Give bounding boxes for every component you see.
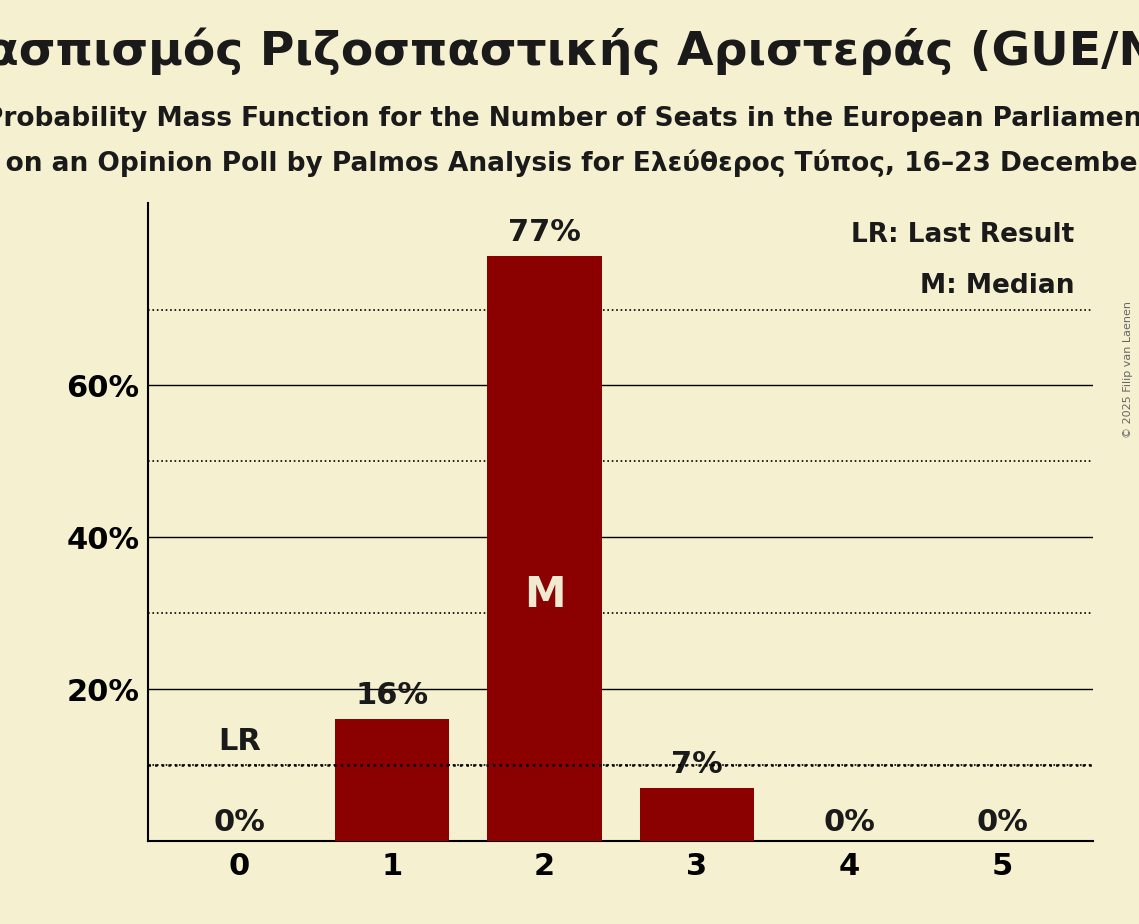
Text: 0%: 0% [976,808,1027,837]
Bar [640,787,754,841]
Text: Probability Mass Function for the Number of Seats in the European Parliament: Probability Mass Function for the Number… [0,106,1139,132]
Text: LR: Last Result: LR: Last Result [851,223,1074,249]
Text: Συνασπισμός Ριζοσπαστικής Αριστεράς (GUE/NGL): Συνασπισμός Ριζοσπαστικής Αριστεράς (GUE… [0,28,1139,75]
Text: © 2025 Filip van Laenen: © 2025 Filip van Laenen [1123,301,1133,438]
Text: 77%: 77% [508,218,581,248]
Text: 16%: 16% [355,681,428,711]
Text: M: Median: M: Median [920,274,1074,299]
Text: 0%: 0% [214,808,265,837]
Text: 0%: 0% [823,808,876,837]
Text: M: M [524,575,565,616]
Text: 7%: 7% [671,749,723,779]
Bar [487,257,601,841]
Text: LR: LR [219,727,261,756]
Bar [335,720,449,841]
Text: Based on an Opinion Poll by Palmos Analysis for Ελεύθερος Τύπος, 16–23 December : Based on an Opinion Poll by Palmos Analy… [0,150,1139,177]
